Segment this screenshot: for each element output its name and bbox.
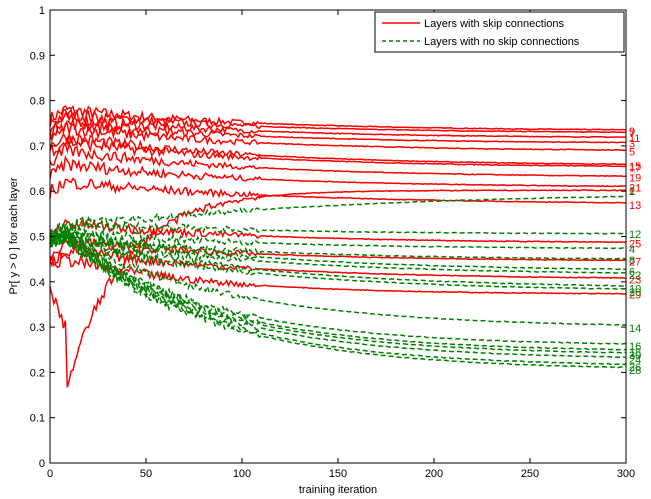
series-end-label: 7: [629, 128, 635, 140]
series-line-1: [49, 189, 627, 388]
series-end-label: 19: [629, 173, 641, 185]
x-tick-label: 0: [47, 468, 53, 480]
series-end-label: 12: [629, 229, 641, 241]
ticks: 0 50 100 150 200 250 300 0 0.1 0.2 0.3 0.4 0.5 0.6 0.7…: [30, 5, 635, 480]
series-end-label: 15: [629, 161, 641, 173]
x-tick-label: 150: [329, 468, 347, 480]
y-axis-label: Pr[ y > 0 ] for each layer: [8, 177, 20, 294]
series-line-15: [49, 131, 626, 166]
series-line-9: [49, 104, 627, 131]
end-labels: 9711351517192113252723291212486221020141…: [629, 126, 641, 377]
y-tick-label: 0.6: [30, 186, 45, 198]
series-line-6: [49, 225, 626, 271]
series-end-label: 28: [629, 365, 641, 377]
y-tick-label: 0.5: [30, 232, 45, 244]
series-end-label: 25: [629, 238, 641, 250]
series-end-label: 1: [629, 185, 635, 197]
series-end-label: 6: [629, 266, 635, 278]
y-tick-label: 0.3: [30, 322, 45, 334]
series-end-label: 9: [629, 126, 635, 138]
series-end-label: 5: [629, 146, 635, 158]
series-end-label: 18: [629, 347, 641, 359]
series-end-label: 11: [629, 133, 640, 145]
series-layer: [49, 104, 627, 388]
series-line-14: [49, 232, 626, 326]
series-end-label: 16: [629, 341, 641, 353]
y-tick-label: 0.1: [30, 413, 45, 425]
series-end-label: 10: [629, 284, 641, 296]
series-line-28: [49, 230, 626, 369]
series-line-16: [49, 230, 627, 345]
series-end-label: 24: [629, 355, 641, 367]
series-line-13: [49, 177, 627, 204]
series-end-label: 20: [629, 287, 641, 299]
series-line-20: [49, 231, 626, 290]
series-end-label: 21: [629, 183, 641, 195]
series-line-25: [49, 216, 627, 244]
legend: Layers with skip connections Layers with…: [374, 11, 625, 53]
series-end-label: 2: [629, 186, 635, 198]
series-line-7: [49, 108, 626, 134]
series-line-22: [49, 231, 626, 274]
series-end-label: 4: [629, 244, 635, 256]
series-line-24: [49, 229, 627, 359]
series-line-10: [49, 231, 627, 287]
series-line-4: [49, 223, 626, 250]
series-line-30: [49, 227, 627, 354]
y-tick-label: 1: [39, 5, 45, 17]
series-line-21: [49, 154, 627, 188]
series-line-5: [49, 122, 627, 152]
x-axis-label: training iteration: [299, 484, 377, 496]
series-end-label: 27: [629, 256, 641, 268]
series-end-label: 13: [629, 200, 641, 212]
series-end-label: 22: [629, 270, 641, 282]
series-end-label: 23: [629, 275, 641, 287]
x-tick-label: 100: [233, 468, 251, 480]
series-line-27: [49, 235, 627, 262]
legend-box: [374, 11, 625, 53]
series-line-3: [49, 116, 627, 144]
series-end-label: 8: [629, 255, 635, 267]
x-tick-label: 250: [521, 468, 539, 480]
series-line-29: [49, 252, 627, 295]
series-end-label: 30: [629, 350, 641, 362]
series-end-label: 26: [629, 362, 641, 374]
legend-skip-label: Layers with skip connections: [424, 18, 565, 30]
series-end-label: 3: [629, 139, 635, 151]
series-end-label: 14: [629, 323, 641, 335]
y-tick-label: 0.8: [30, 96, 45, 108]
x-tick-label: 50: [140, 468, 152, 480]
y-tick-label: 0.9: [30, 50, 45, 62]
series-end-label: 17: [629, 163, 641, 175]
y-tick-label: 0: [39, 458, 45, 470]
series-end-label: 29: [629, 289, 641, 301]
legend-noskip-label: Layers with no skip connections: [424, 36, 580, 48]
series-line-8: [49, 228, 627, 260]
series-line-18: [49, 231, 627, 351]
series-line-2: [49, 195, 627, 248]
y-tick-label: 0.4: [30, 277, 45, 289]
y-tick-label: 0.7: [30, 141, 45, 153]
x-tick-label: 300: [617, 468, 635, 480]
y-tick-label: 0.2: [30, 367, 45, 379]
x-tick-label: 200: [425, 468, 443, 480]
plot-area: [50, 10, 626, 463]
series-line-17: [49, 135, 627, 168]
series-line-11: [49, 112, 627, 139]
series-line-19: [49, 142, 627, 178]
